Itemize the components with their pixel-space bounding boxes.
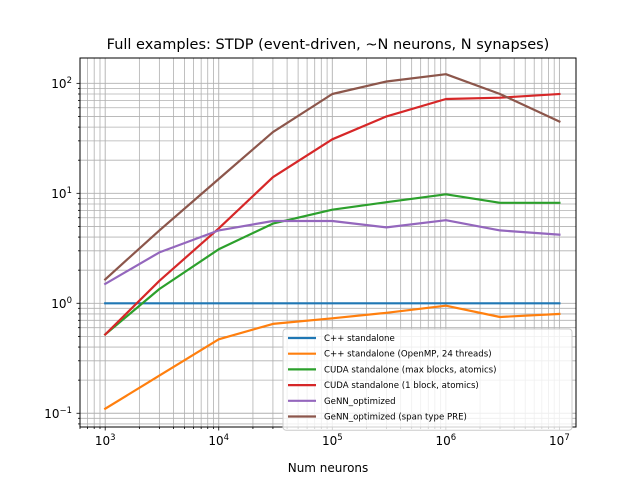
x-tick-label: 105 <box>322 433 343 448</box>
legend-label: C++ standalone (OpenMP, 24 threads) <box>324 350 492 360</box>
x-tick-label: 104 <box>208 433 229 448</box>
legend-box <box>282 328 573 431</box>
chart-title: Full examples: STDP (event-driven, ~N ne… <box>107 37 550 53</box>
y-tick-label: 100 <box>51 296 72 311</box>
x-tick-label: 107 <box>549 433 570 448</box>
tick-marks: 103 104 105 106 107 10−1 100 101 102 <box>44 76 570 448</box>
legend: C++ standalone C++ standalone (OpenMP, 24… <box>282 328 573 431</box>
x-tick-label: 106 <box>436 433 457 448</box>
y-tick-label: 102 <box>51 76 72 91</box>
legend-label: CUDA standalone (max blocks, atomics) <box>324 365 497 375</box>
series-line-5 <box>103 219 561 286</box>
y-tick-label: 10−1 <box>44 406 72 421</box>
legend-label: GeNN_optimized <box>324 397 396 407</box>
legend-label: GeNN_optimized (span type PRE) <box>324 413 467 423</box>
series-line-6 <box>103 73 561 281</box>
x-axis-label: Num neurons <box>288 461 369 475</box>
legend-label: C++ standalone <box>324 334 395 344</box>
legend-label: CUDA standalone (1 block, atomics) <box>324 381 479 391</box>
x-tick-label: 103 <box>95 433 116 448</box>
series-line-3 <box>103 193 561 337</box>
y-tick-label: 101 <box>51 186 72 201</box>
series-line-4 <box>103 92 561 337</box>
series-lines <box>103 73 561 411</box>
series-line-2 <box>103 304 561 411</box>
